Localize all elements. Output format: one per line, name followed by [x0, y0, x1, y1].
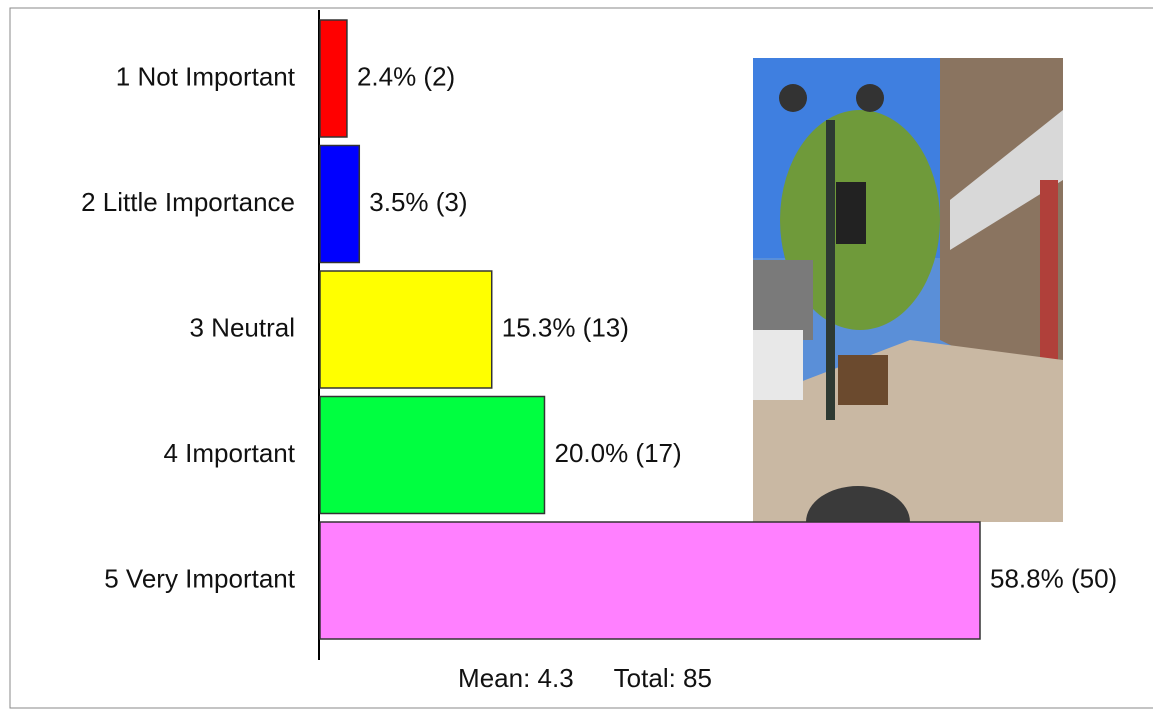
mean: Mean: 4.3: [458, 663, 574, 693]
bar: [319, 270, 493, 389]
value-label: 58.8% (50): [990, 563, 1117, 593]
category-label: 2 Little Importance: [81, 187, 295, 217]
category-label: 5 Very Important: [104, 563, 296, 593]
value-label: 20.0% (17): [554, 438, 681, 468]
category-label: 3 Neutral: [190, 312, 296, 342]
bar: [319, 19, 348, 138]
category-label: 4 Important: [163, 438, 295, 468]
value-label: 3.5% (3): [369, 187, 467, 217]
bar: [319, 395, 546, 515]
bar: [319, 521, 981, 640]
total: Total: 85: [614, 663, 712, 693]
category-label: 1 Not Important: [116, 61, 296, 91]
value-label: 15.3% (13): [502, 312, 629, 342]
bar: [319, 144, 361, 264]
value-label: 2.4% (2): [357, 61, 455, 91]
photo: [753, 58, 1063, 558]
footer: Mean: 4.3 Total: 85: [458, 663, 712, 693]
